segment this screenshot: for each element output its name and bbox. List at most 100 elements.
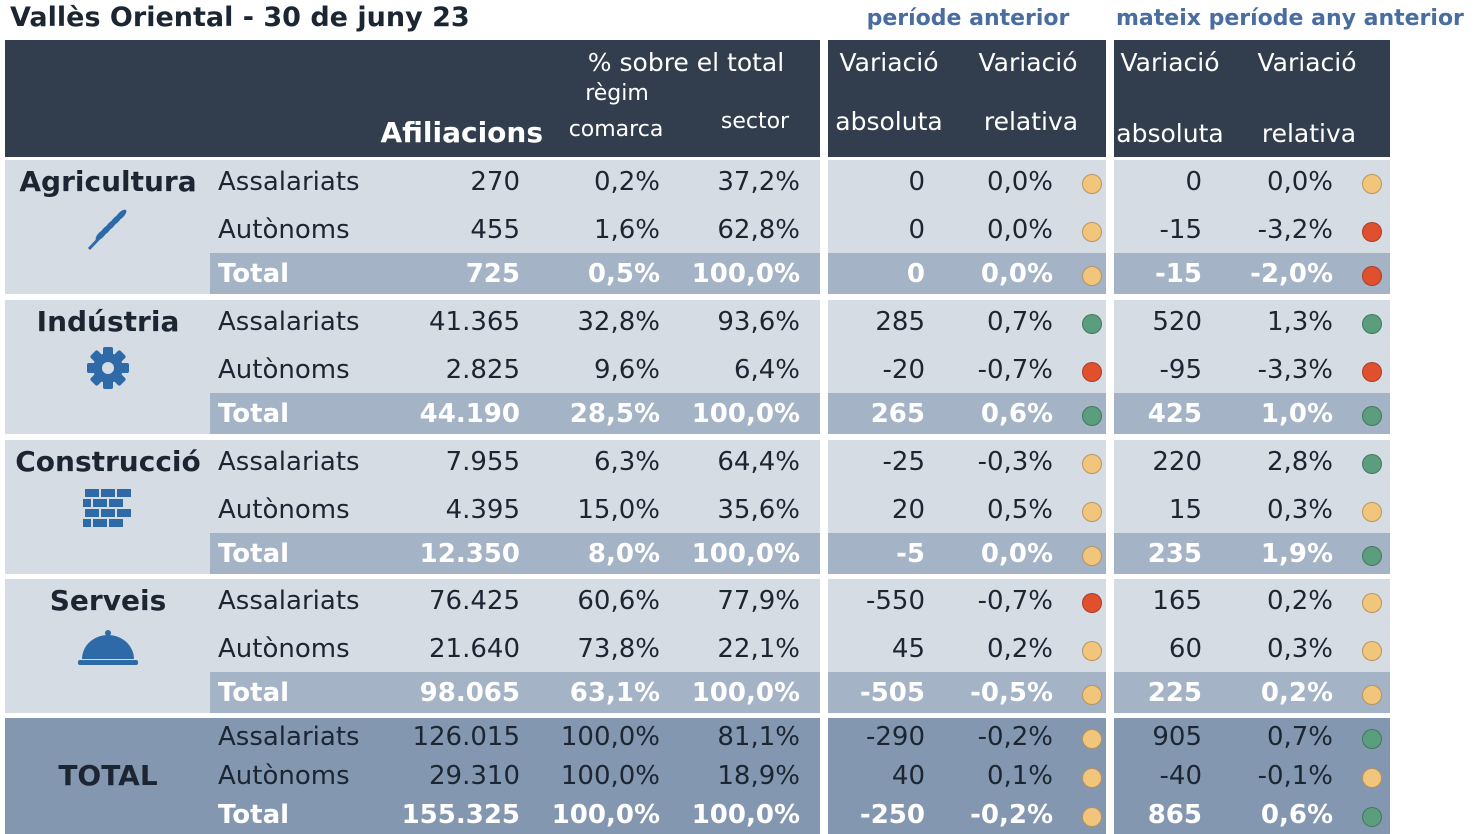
status-dot [1362,593,1382,613]
cell: 12.350 [419,539,520,569]
cell: 15 [1168,495,1202,525]
status-dot [1082,685,1102,705]
cell: 1,3% [1266,307,1333,337]
header: sector [720,109,790,134]
cell: -550 [865,586,925,616]
status-dot [1362,222,1382,242]
header: Variació [1120,48,1220,77]
status-dot [1082,593,1102,613]
status-dot [1082,807,1102,827]
cell: -250 [859,800,925,830]
row-label: Assalariats [218,167,360,197]
status-dot [1362,685,1382,705]
cell: 905 [1152,722,1202,752]
cell: -0,2% [977,722,1053,752]
icon [77,489,131,527]
total-row-bg [210,253,820,294]
header: relativa [1261,119,1357,148]
cell: 0 [1185,167,1202,197]
cell: 0,7% [986,307,1053,337]
cell: 21.640 [429,634,520,664]
cell: 45 [891,634,925,664]
cell: 6,3% [593,447,660,477]
cell: 100,0% [691,800,800,830]
cell: -0,7% [977,586,1053,616]
total-row-bg [1114,672,1390,713]
header: règim [585,81,649,106]
cell: 1,6% [593,215,660,245]
status-dot [1362,406,1382,426]
header: absoluta [835,107,943,136]
cell: 100,0% [691,539,800,569]
row-label: Autònoms [218,355,350,385]
cell: -3,3% [1257,355,1333,385]
cell: 76.425 [429,586,520,616]
row-label: Total [218,259,290,289]
status-dot [1082,174,1102,194]
total-row-bg [210,672,820,713]
cell: 0,0% [1266,167,1333,197]
header: Variació [839,48,939,77]
row-label: Assalariats [218,447,360,477]
row-label: Autònoms [218,634,350,664]
cell: 32,8% [577,307,660,337]
cell: 93,6% [717,307,800,337]
cell: 0,2% [1260,678,1333,708]
total-row-bg [828,393,1106,434]
status-dot [1362,768,1382,788]
cell: 100,0% [691,678,800,708]
cell: 20 [891,495,925,525]
cell: 0 [906,259,925,289]
cell: -15 [1159,215,1202,245]
cell: 100,0% [691,259,800,289]
cell: 225 [1147,678,1202,708]
cell: 62,8% [717,215,800,245]
cell: 37,2% [717,167,800,197]
cell: 0 [908,167,925,197]
row-label: Assalariats [218,586,360,616]
cell: -2,0% [1250,259,1333,289]
total-row-bg [828,672,1106,713]
cell: 285 [875,307,925,337]
status-dot [1362,266,1382,286]
row-label: Assalariats [218,722,360,752]
status-dot [1362,546,1382,566]
cell: 1,9% [1260,539,1333,569]
status-dot [1082,222,1102,242]
cell: 40 [891,761,925,791]
block-bg [5,718,820,834]
status-dot [1082,406,1102,426]
cell: 4.395 [445,495,520,525]
cell: -25 [882,447,925,477]
icon [87,209,127,251]
cell: 0,0% [986,215,1053,245]
cell: -0,7% [977,355,1053,385]
cell: 81,1% [717,722,800,752]
header: absoluta [1116,119,1224,148]
row-label: Autònoms [218,761,350,791]
header: relativa [983,107,1079,136]
total-row-bg [1114,393,1390,434]
status-dot [1362,362,1382,382]
cell: 165 [1152,586,1202,616]
total-row-bg [828,253,1106,294]
cell: 0,2% [1266,586,1333,616]
cell: 100,0% [691,399,800,429]
cell: 155.325 [401,800,520,830]
sector-icon [78,627,138,671]
sector-icon [77,483,133,537]
status-dot [1362,502,1382,522]
cell: 865 [1147,800,1202,830]
status-dot [1082,546,1102,566]
cell: 0,3% [1266,634,1333,664]
cell: 520 [1152,307,1202,337]
sector-name: TOTAL [58,759,158,792]
row-label: Autònoms [218,495,350,525]
sector-icon [83,343,133,397]
status-dot [1082,314,1102,334]
cell: 265 [870,399,925,429]
header: Afiliacions [380,116,543,149]
cell: -20 [882,355,925,385]
status-dot [1082,729,1102,749]
